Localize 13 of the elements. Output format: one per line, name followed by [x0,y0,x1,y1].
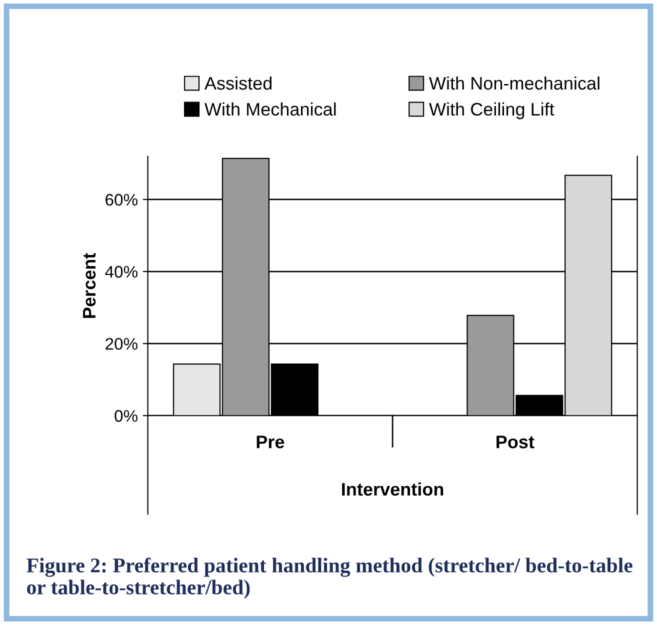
legend-label: With Mechanical [204,102,336,116]
legend-label: With Non-mechanical [429,76,600,90]
x-tick-label: Pre [256,436,284,448]
y-tick-label: 60% [106,194,138,206]
y-tick-label: 20% [106,338,138,350]
x-tick-label: Post [496,436,534,448]
y-tick-label: 40% [105,266,138,278]
x-axis-title: Intervention [342,482,444,496]
y-tick-label: 0% [114,410,138,422]
y-axis-title: Percent [83,253,96,318]
text: Figure 2: Preferred patient handling method (stretcher/ bed-to-table or table-to-stretcher/bed) [26,558,632,599]
legend-label: With Ceiling Lift [429,102,554,120]
legend-label: Assisted [204,76,272,90]
